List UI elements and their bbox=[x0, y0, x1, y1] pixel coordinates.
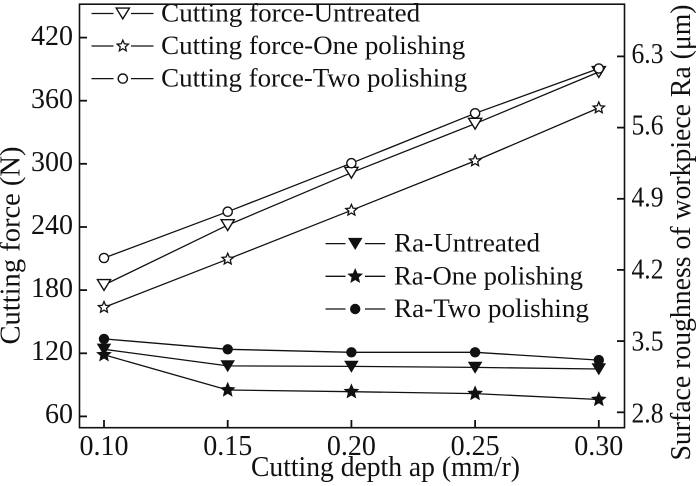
svg-text:0.20: 0.20 bbox=[327, 431, 376, 462]
svg-text:Ra-One polishing: Ra-One polishing bbox=[394, 261, 583, 290]
svg-text:Cutting depth ap (mm/r): Cutting depth ap (mm/r) bbox=[251, 452, 520, 483]
svg-text:Surface roughness of workpiece: Surface roughness of workpiece Ra (μm) bbox=[666, 5, 697, 461]
svg-text:Cutting force (N): Cutting force (N) bbox=[0, 147, 27, 345]
svg-text:Cutting force-Two polishing: Cutting force-Two polishing bbox=[161, 64, 467, 93]
svg-text:120: 120 bbox=[31, 336, 73, 367]
svg-text:240: 240 bbox=[31, 210, 73, 241]
svg-text:Ra-Untreated: Ra-Untreated bbox=[394, 229, 540, 258]
svg-text:2.8: 2.8 bbox=[632, 398, 664, 429]
svg-text:360: 360 bbox=[31, 84, 73, 115]
svg-text:6.3: 6.3 bbox=[632, 39, 664, 70]
svg-text:Cutting force-Untreated: Cutting force-Untreated bbox=[161, 0, 420, 28]
svg-text:0.25: 0.25 bbox=[451, 431, 500, 462]
svg-text:Cutting force-One polishing: Cutting force-One polishing bbox=[161, 31, 465, 60]
svg-text:300: 300 bbox=[31, 147, 73, 178]
svg-text:420: 420 bbox=[31, 21, 73, 52]
svg-text:5.6: 5.6 bbox=[632, 111, 664, 142]
svg-text:180: 180 bbox=[31, 273, 73, 304]
svg-text:0.30: 0.30 bbox=[574, 431, 623, 462]
svg-text:0.15: 0.15 bbox=[203, 431, 252, 462]
svg-text:60: 60 bbox=[45, 399, 73, 430]
svg-text:4.2: 4.2 bbox=[632, 255, 664, 286]
svg-text:Ra-Two polishing: Ra-Two polishing bbox=[394, 294, 589, 323]
svg-text:0.10: 0.10 bbox=[80, 431, 129, 462]
svg-text:4.9: 4.9 bbox=[632, 183, 664, 214]
svg-text:3.5: 3.5 bbox=[632, 327, 664, 358]
